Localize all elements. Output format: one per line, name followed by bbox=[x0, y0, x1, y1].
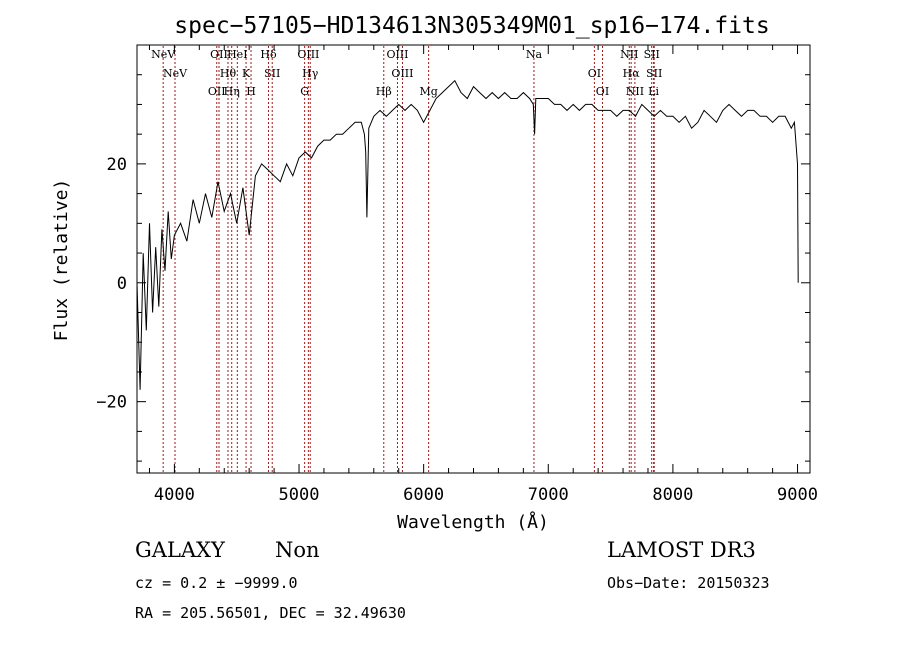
object-class: GALAXY bbox=[135, 538, 225, 562]
survey-name: LAMOST DR3 bbox=[607, 538, 756, 562]
chart-title: spec−57105−HD134613N305349M01_sp16−174.f… bbox=[174, 13, 769, 39]
x-tick-label: 7000 bbox=[528, 485, 569, 505]
line-label: Hα bbox=[623, 67, 641, 80]
x-tick-label: 5000 bbox=[279, 485, 320, 505]
observation-date: Obs−Date: 20150323 bbox=[607, 574, 770, 592]
line-label: Na bbox=[526, 48, 543, 61]
line-label: OIII bbox=[386, 48, 408, 61]
line-label: K bbox=[242, 67, 251, 80]
line-label: NII bbox=[626, 85, 644, 98]
plot-frame bbox=[136, 44, 811, 474]
line-label: G bbox=[300, 85, 309, 98]
x-tick-label: 4000 bbox=[154, 485, 195, 505]
line-label: OIII bbox=[297, 48, 319, 61]
line-label: NII bbox=[620, 48, 638, 61]
y-axis-label: Flux (relative) bbox=[51, 179, 72, 342]
sky-coordinates: RA = 205.56501, DEC = 32.49630 bbox=[135, 604, 406, 622]
line-label: SII bbox=[264, 67, 280, 80]
line-label: OII bbox=[210, 48, 228, 61]
line-label: OIII bbox=[391, 67, 413, 80]
spectral-line-markers bbox=[162, 46, 655, 472]
line-label: Hδ bbox=[260, 48, 277, 61]
x-axis-label: Wavelength (Å) bbox=[397, 511, 549, 533]
redshift-cz: cz = 0.2 ± −9999.0 bbox=[135, 574, 298, 592]
spectral-line-labels: NeV NeV OII OII Hθ Hη HeI KH Hδ SII G OIII Hγ Hβ OIII O… bbox=[151, 48, 662, 98]
line-label: Mg bbox=[419, 85, 437, 98]
line-label: SII bbox=[646, 67, 662, 80]
y-axis-ticks: −20 0 20 bbox=[96, 74, 810, 462]
line-label: Hθ bbox=[220, 67, 237, 80]
line-label: OI bbox=[588, 67, 601, 80]
line-label: Li bbox=[648, 85, 659, 98]
y-tick-label: 0 bbox=[117, 274, 127, 294]
object-subclass: Non bbox=[275, 538, 320, 562]
y-tick-label: 20 bbox=[107, 155, 127, 175]
line-label: NeV bbox=[151, 48, 176, 61]
line-label: H bbox=[246, 85, 256, 98]
x-tick-label: 6000 bbox=[403, 485, 444, 505]
line-label: Hη bbox=[224, 85, 240, 98]
x-axis-ticks: 4000 5000 6000 7000 8000 9000 bbox=[148, 45, 818, 505]
line-label: HeI bbox=[227, 48, 247, 61]
line-label: SII bbox=[644, 48, 660, 61]
line-label: OI bbox=[596, 85, 609, 98]
line-label: Hγ bbox=[302, 67, 319, 80]
line-label: Hβ bbox=[376, 85, 392, 98]
spectrum-line bbox=[136, 79, 799, 390]
x-tick-label: 8000 bbox=[652, 485, 693, 505]
y-tick-label: −20 bbox=[96, 393, 127, 413]
line-label: NeV bbox=[163, 67, 188, 80]
line-label: OII bbox=[208, 85, 226, 98]
x-tick-label: 9000 bbox=[777, 485, 818, 505]
